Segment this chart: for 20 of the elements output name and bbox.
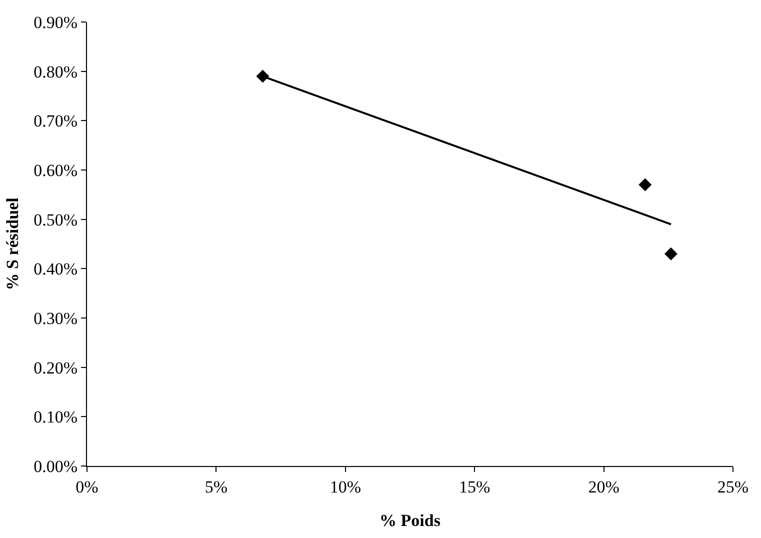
y-tick-label: 0.30%	[34, 308, 78, 328]
y-tick-label: 0.40%	[34, 260, 78, 279]
x-tick-label: 15%	[459, 477, 490, 496]
y-tick-label: 0.90%	[34, 12, 78, 32]
y-tick-label: 0.00%	[34, 456, 78, 476]
y-tick-label: 0.20%	[34, 358, 78, 378]
y-tick-label: 0.60%	[34, 160, 78, 180]
y-tick-label: 0.70%	[34, 112, 78, 131]
x-tick-label: 25%	[717, 477, 749, 496]
y-tick-label: 0.50%	[34, 210, 78, 230]
x-tick-label: 5%	[204, 477, 228, 496]
y-axis-title: % S résiduel	[3, 197, 22, 290]
x-tick-label: 10%	[330, 477, 361, 496]
x-tick-label: 0%	[76, 477, 98, 496]
y-tick-label: 0.10%	[34, 408, 78, 427]
point	[638, 178, 652, 192]
y-tick-label: 0.80%	[34, 62, 78, 82]
x-tick-label: 20%	[588, 477, 620, 496]
x-axis-title: % Poids	[380, 510, 441, 530]
point	[664, 247, 678, 260]
